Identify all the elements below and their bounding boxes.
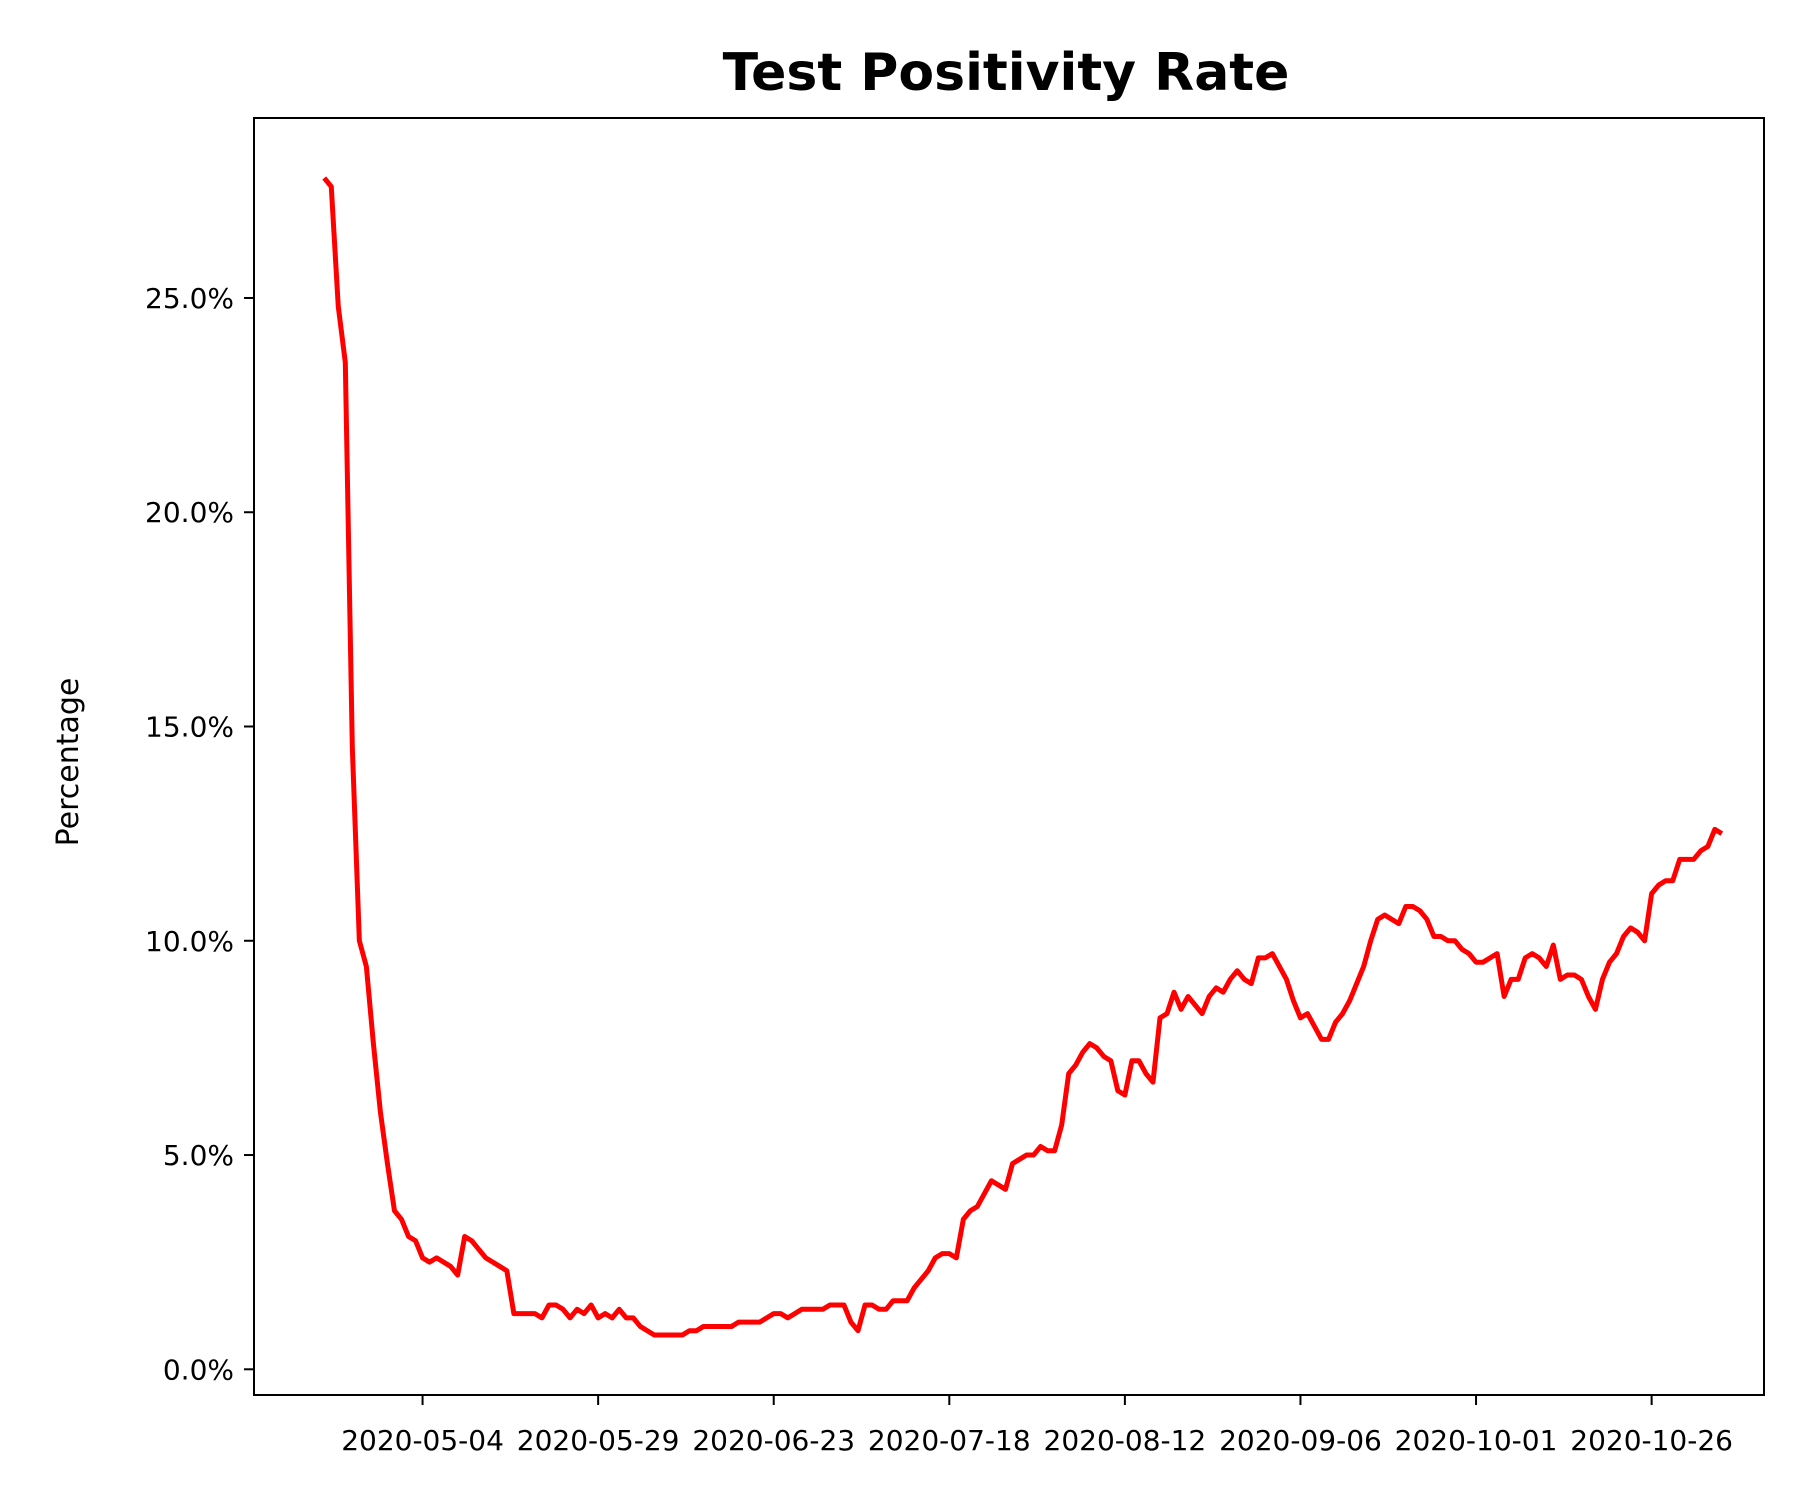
chart-title: Test Positivity Rate	[723, 43, 1290, 103]
x-tick-label: 2020-06-23	[692, 1424, 855, 1457]
plot-frame	[253, 117, 1765, 1396]
plot-area	[322, 176, 1724, 1338]
series-line	[322, 176, 1724, 1338]
y-tick-label: 10.0%	[145, 925, 234, 958]
y-tick-label: 5.0%	[163, 1139, 234, 1172]
y-tick-label: 20.0%	[145, 496, 234, 529]
x-tick-label: 2020-10-26	[1570, 1424, 1733, 1457]
x-tick-label: 2020-10-01	[1395, 1424, 1558, 1457]
y-axis: 0.0% 5.0% 10.0% 15.0% 20.0% 25.0%	[145, 282, 254, 1386]
y-tick-label: 15.0%	[145, 711, 234, 744]
y-axis-label: Percentage	[51, 678, 86, 847]
x-tick-label: 2020-08-12	[1044, 1424, 1207, 1457]
x-tick-label: 2020-05-29	[517, 1424, 680, 1457]
x-tick-label: 2020-05-04	[341, 1424, 504, 1457]
y-tick-label: 0.0%	[163, 1353, 234, 1386]
x-tick-label: 2020-07-18	[868, 1424, 1031, 1457]
x-axis: 2020-05-04 2020-05-29 2020-06-23 2020-07-18…	[341, 1395, 1733, 1457]
y-tick-label: 25.0%	[145, 282, 234, 315]
x-tick-label: 2020-09-06	[1219, 1424, 1382, 1457]
